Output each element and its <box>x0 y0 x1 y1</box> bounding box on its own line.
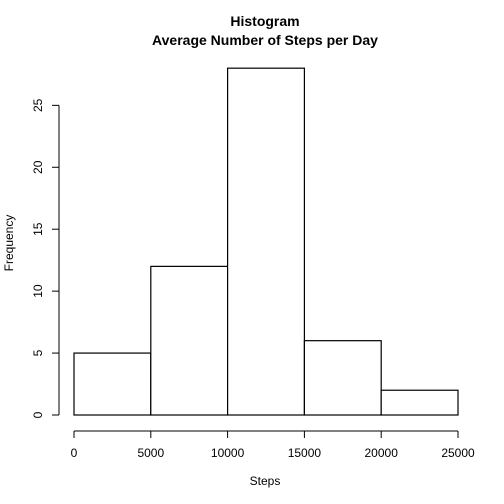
x-tick-label: 15000 <box>288 446 322 460</box>
x-tick-label: 25000 <box>441 446 475 460</box>
chart-title: Histogram <box>230 13 299 29</box>
y-tick-label: 5 <box>31 349 45 356</box>
histogram-bar <box>227 67 306 416</box>
y-axis: 0 5 10 15 20 25 <box>31 98 60 418</box>
x-tick-label: 10000 <box>211 446 245 460</box>
histogram-bar <box>73 352 152 416</box>
y-tick-label: 15 <box>31 222 45 236</box>
histogram-bar <box>150 265 229 416</box>
x-tick-label: 5000 <box>137 446 164 460</box>
histogram-bar <box>380 389 459 416</box>
y-tick-label: 25 <box>31 98 45 112</box>
y-tick-label: 10 <box>31 284 45 298</box>
x-tick-label: 0 <box>71 446 78 460</box>
bars-group <box>73 67 459 416</box>
y-tick-label: 20 <box>31 160 45 174</box>
chart-subtitle: Average Number of Steps per Day <box>152 32 378 48</box>
x-axis-label: Steps <box>250 474 281 488</box>
y-axis-label: Frequency <box>2 215 16 272</box>
x-tick-label: 20000 <box>365 446 399 460</box>
y-tick-label: 0 <box>31 411 45 418</box>
x-axis: 0 5000 10000 15000 20000 25000 <box>71 430 475 460</box>
histogram-bar <box>303 340 382 416</box>
